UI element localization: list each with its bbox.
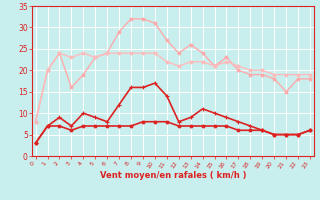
X-axis label: Vent moyen/en rafales ( km/h ): Vent moyen/en rafales ( km/h ) [100,171,246,180]
